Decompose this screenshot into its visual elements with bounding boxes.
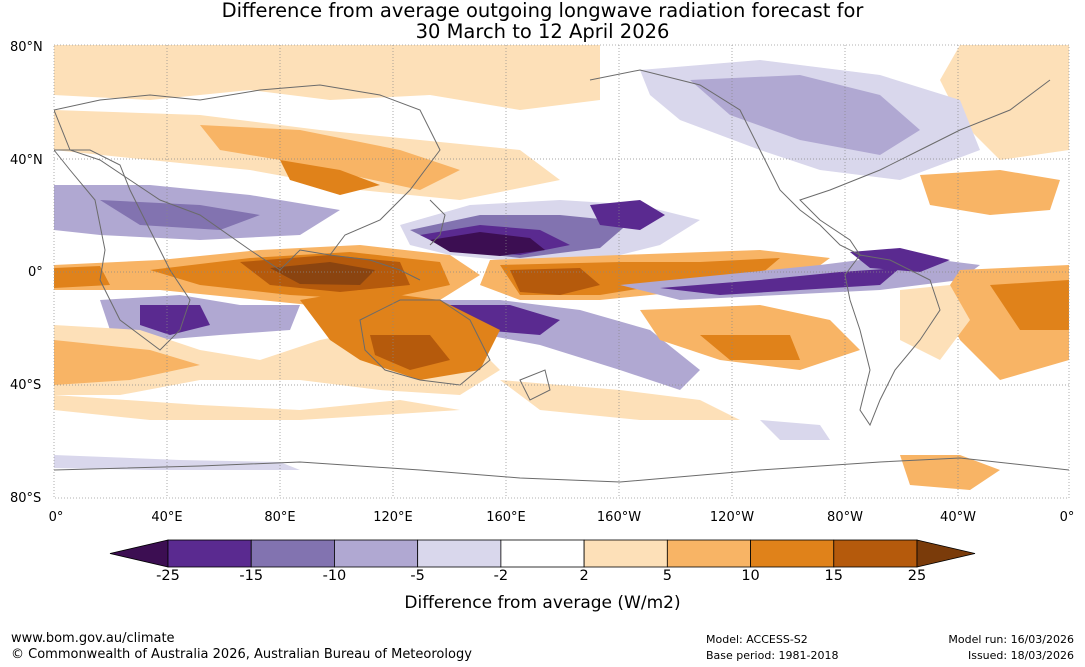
footer-model-run: Model run: 16/03/2026 (948, 633, 1074, 646)
lon-label-0-east: 0° (1059, 510, 1075, 525)
graticule (54, 45, 1069, 498)
map-title-line1: Difference from average outgoing longwav… (221, 0, 864, 22)
colorbar-tick-label: 5 (662, 568, 672, 584)
colorbar-extend-low (109, 539, 169, 568)
lat-label-80s: 80°S (10, 491, 42, 506)
lon-label-80e: 80°E (264, 510, 296, 525)
footer-model: Model: ACCESS-S2 (706, 633, 808, 646)
colorbar (109, 539, 976, 568)
colorbar-swatch (833, 539, 918, 568)
lon-label-160e: 160°E (486, 510, 526, 525)
colorbar-swatch (666, 539, 751, 568)
footer-issued: Issued: 18/03/2026 (967, 649, 1074, 662)
lat-label-0: 0° (28, 265, 43, 280)
colorbar-tick-label: -15 (239, 568, 264, 584)
anomaly-field (54, 45, 1069, 498)
lon-label-160w: 160°W (596, 510, 642, 525)
lat-label-80n: 80°N (10, 40, 43, 55)
lon-label-0: 0° (48, 510, 64, 525)
lon-label-120e: 120°E (373, 510, 413, 525)
lon-label-120w: 120°W (709, 510, 755, 525)
colorbar-tick-label: 25 (907, 568, 927, 584)
colorbar-swatch (167, 539, 252, 568)
colorbar-tick-label: -10 (322, 568, 347, 584)
colorbar-title: Difference from average (W/m2) (404, 593, 681, 613)
colorbar-swatch (750, 539, 835, 568)
colorbar-swatch (500, 539, 585, 568)
footer-url[interactable]: www.bom.gov.au/climate (11, 631, 175, 646)
lat-label-40s: 40°S (10, 378, 42, 393)
colorbar-tick-label: 10 (741, 568, 760, 584)
lon-label-40e: 40°E (151, 510, 183, 525)
lon-label-40w: 40°W (940, 510, 976, 525)
colorbar-swatch (334, 539, 419, 568)
colorbar-tick-label: 15 (824, 568, 843, 584)
colorbar-swatch (583, 539, 668, 568)
colorbar-swatch (417, 539, 502, 568)
colorbar-tick-label: -5 (410, 568, 425, 584)
colorbar-tick-label: 2 (579, 568, 589, 584)
colorbar-extend-high (916, 539, 976, 568)
footer-base-period: Base period: 1981-2018 (706, 649, 839, 662)
map-title-line2: 30 March to 12 April 2026 (415, 20, 670, 43)
colorbar-tick-label: -2 (493, 568, 509, 584)
lon-label-80w: 80°W (827, 510, 863, 525)
colorbar-swatch (250, 539, 335, 568)
colorbar-tick-label: -25 (156, 568, 180, 584)
footer-copyright: © Commonwealth of Australia 2026, Austra… (11, 647, 472, 662)
lat-label-40n: 40°N (10, 153, 43, 168)
